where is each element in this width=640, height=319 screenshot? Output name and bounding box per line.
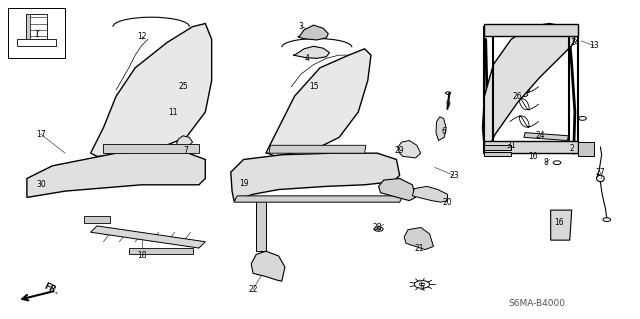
Polygon shape (27, 150, 205, 197)
Text: 26: 26 (513, 92, 522, 101)
Text: 9: 9 (445, 100, 450, 109)
Polygon shape (436, 117, 446, 141)
Text: 17: 17 (36, 130, 45, 139)
Polygon shape (8, 8, 65, 58)
Polygon shape (256, 201, 266, 251)
Polygon shape (404, 227, 433, 250)
Polygon shape (550, 210, 572, 240)
Polygon shape (91, 24, 212, 156)
Polygon shape (231, 153, 399, 201)
Text: 29: 29 (395, 145, 404, 154)
Polygon shape (397, 141, 420, 158)
Text: 30: 30 (36, 180, 46, 189)
Text: FR.: FR. (43, 282, 61, 297)
Polygon shape (103, 144, 199, 153)
Text: 19: 19 (239, 179, 248, 188)
Polygon shape (129, 248, 193, 254)
Text: S6MA-B4000: S6MA-B4000 (508, 299, 565, 308)
Polygon shape (484, 145, 511, 150)
Text: 4: 4 (305, 54, 310, 63)
Text: 12: 12 (137, 32, 147, 41)
Text: 10: 10 (529, 152, 538, 161)
Text: 20: 20 (443, 198, 452, 207)
Polygon shape (177, 136, 193, 147)
Text: 28: 28 (372, 223, 382, 232)
Polygon shape (484, 152, 511, 156)
Polygon shape (298, 25, 328, 40)
Polygon shape (84, 216, 109, 223)
Polygon shape (234, 196, 403, 202)
Text: 5: 5 (419, 283, 424, 292)
Text: 2: 2 (570, 144, 574, 153)
Text: 22: 22 (248, 285, 258, 294)
Polygon shape (269, 145, 366, 153)
Polygon shape (251, 251, 285, 281)
Polygon shape (266, 49, 371, 156)
Text: 31: 31 (506, 141, 516, 150)
Text: 27: 27 (596, 168, 605, 177)
Text: 16: 16 (554, 218, 564, 227)
Polygon shape (26, 14, 30, 39)
Text: 18: 18 (137, 251, 147, 260)
Polygon shape (578, 142, 594, 156)
Text: 13: 13 (589, 41, 599, 50)
Text: 3: 3 (298, 22, 303, 31)
Text: 24: 24 (535, 131, 545, 140)
Polygon shape (524, 133, 568, 141)
Text: 21: 21 (414, 243, 424, 253)
Text: 15: 15 (309, 82, 319, 91)
Polygon shape (484, 24, 578, 36)
Polygon shape (484, 141, 578, 153)
Text: 23: 23 (449, 171, 459, 180)
Text: 8: 8 (544, 158, 548, 167)
Text: 14: 14 (570, 38, 580, 47)
Text: 7: 7 (184, 145, 189, 154)
Polygon shape (379, 178, 415, 201)
Polygon shape (412, 186, 447, 202)
Text: 11: 11 (169, 108, 178, 116)
Polygon shape (91, 226, 205, 248)
Polygon shape (483, 24, 575, 153)
Text: 25: 25 (178, 82, 188, 91)
Text: 6: 6 (442, 127, 447, 136)
Text: 1: 1 (34, 30, 39, 39)
Polygon shape (293, 46, 330, 58)
